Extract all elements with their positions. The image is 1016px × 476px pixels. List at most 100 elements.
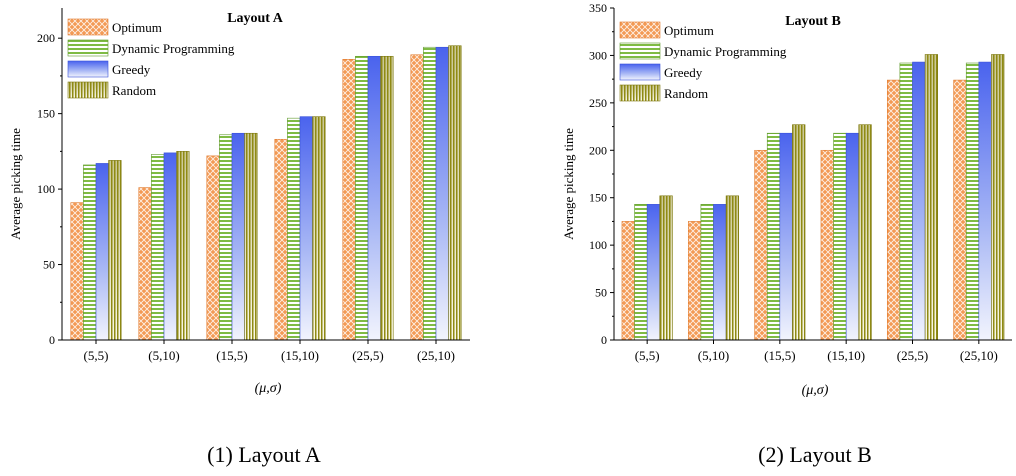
bar-random-1	[725, 195, 739, 341]
y-tick-label: 300	[589, 48, 607, 62]
legend-entry: Random	[112, 83, 156, 98]
y-tick-label: 150	[37, 107, 55, 121]
y-tick-label: 100	[37, 182, 55, 196]
bar-dynamic-programming-1	[151, 154, 165, 341]
chart-layout-a: 0 50 100 150 200 (5,5) (5,10) (15,5) (15,10) (25,…	[8, 8, 470, 467]
x-tick-label: (15,5)	[764, 348, 795, 363]
bar-greedy-5	[978, 61, 992, 341]
y-axis-label: Average picking time	[8, 128, 23, 240]
x-tick-label: (5,10)	[148, 348, 179, 363]
x-tick-label: (15,5)	[216, 348, 247, 363]
x-tick-label: (25,5)	[352, 348, 383, 363]
x-tick-label: (15,10)	[827, 348, 865, 363]
bar-dynamic-programming-2	[766, 132, 781, 341]
x-tick-label: (5,5)	[84, 348, 109, 363]
bar-optimum-3	[274, 138, 288, 341]
bar-greedy-5	[435, 46, 449, 341]
y-axis-label: Average picking time	[561, 128, 576, 240]
legend-entry: Optimum	[664, 23, 714, 38]
bar-random-1	[176, 151, 190, 341]
bar-dynamic-programming-4	[899, 62, 913, 341]
legend-entry: Greedy	[664, 65, 703, 80]
legend-entry: Dynamic Programming	[664, 44, 787, 59]
x-tick-label: (25,10)	[960, 348, 998, 363]
x-axis-label: (μ,σ)	[255, 381, 282, 396]
bar-greedy-4	[367, 55, 381, 341]
x-tick-label: (15,10)	[281, 348, 319, 363]
bar-dynamic-programming-5	[423, 46, 437, 341]
bar-greedy-4	[912, 61, 926, 341]
chart-layout-b: 0 50 100 150 200 250 300 350 (5,5) (5,10) (15,5) (1…	[561, 1, 1012, 467]
bar-optimum-0	[621, 221, 635, 341]
y-tick-label: 150	[589, 191, 607, 205]
bar-dynamic-programming-3	[833, 132, 847, 341]
legend-swatch	[619, 84, 661, 102]
bar-random-4	[380, 55, 394, 341]
bar-random-5	[991, 54, 1005, 341]
legend-swatch	[619, 21, 661, 39]
bar-dynamic-programming-5	[965, 62, 980, 341]
legend-entry: Random	[664, 86, 708, 101]
legend-swatch	[67, 60, 109, 78]
x-tick-label: (25,5)	[897, 348, 928, 363]
bar-random-0	[659, 195, 673, 341]
bar-dynamic-programming-0	[634, 204, 648, 341]
bar-optimum-1	[687, 221, 702, 341]
x-tick-label: (5,5)	[635, 348, 660, 363]
chart-title: Layout B	[785, 14, 841, 29]
bar-dynamic-programming-4	[355, 55, 369, 341]
legend-swatch	[67, 81, 109, 99]
bar-dynamic-programming-3	[287, 117, 301, 341]
y-tick-label: 100	[589, 238, 607, 252]
bar-optimum-2	[206, 155, 220, 341]
bar-optimum-1	[138, 187, 152, 341]
y-tick-label: 50	[595, 286, 607, 300]
legend-swatch	[67, 39, 109, 57]
bar-random-3	[312, 116, 326, 341]
x-tick-label: (5,10)	[698, 348, 729, 363]
bar-random-2	[244, 132, 258, 341]
bar-dynamic-programming-2	[219, 134, 233, 341]
bar-random-4	[924, 54, 938, 341]
bar-greedy-3	[299, 116, 313, 341]
legend-entry: Greedy	[112, 62, 151, 77]
bar-dynamic-programming-1	[700, 204, 714, 341]
bar-greedy-0	[646, 204, 661, 341]
legend-swatch	[619, 63, 661, 81]
figure-caption: (1) Layout A	[207, 442, 321, 467]
bar-random-3	[858, 124, 872, 341]
y-tick-label: 250	[589, 96, 607, 110]
bar-random-0	[108, 160, 122, 341]
legend-swatch	[67, 18, 109, 36]
bar-greedy-3	[845, 132, 860, 341]
bar-optimum-3	[820, 149, 834, 341]
legend-entry: Optimum	[112, 20, 162, 35]
bar-random-5	[448, 45, 462, 341]
x-tick-label: (25,10)	[417, 348, 455, 363]
bar-random-2	[792, 124, 806, 341]
bar-dynamic-programming-0	[83, 164, 97, 341]
bar-optimum-5	[410, 54, 424, 341]
x-axis-label: (μ,σ)	[802, 383, 829, 398]
y-tick-label: 350	[589, 1, 607, 15]
y-tick-label: 0	[49, 333, 55, 347]
bar-optimum-0	[70, 202, 84, 341]
bar-greedy-1	[713, 204, 727, 341]
figure-caption: (2) Layout B	[758, 442, 872, 467]
bar-optimum-5	[953, 79, 967, 341]
bar-greedy-1	[163, 152, 177, 341]
bar-greedy-0	[95, 163, 109, 341]
bar-greedy-2	[231, 132, 245, 341]
bar-optimum-4	[886, 79, 901, 341]
legend-swatch	[619, 42, 661, 60]
y-tick-label: 50	[43, 258, 55, 272]
legend-entry: Dynamic Programming	[112, 41, 235, 56]
bar-optimum-2	[754, 149, 768, 341]
bar-greedy-2	[779, 132, 793, 341]
chart-title: Layout A	[227, 11, 284, 26]
y-tick-label: 200	[37, 31, 55, 45]
y-tick-label: 200	[589, 143, 607, 157]
y-tick-label: 0	[601, 333, 607, 347]
bar-optimum-4	[342, 59, 356, 341]
